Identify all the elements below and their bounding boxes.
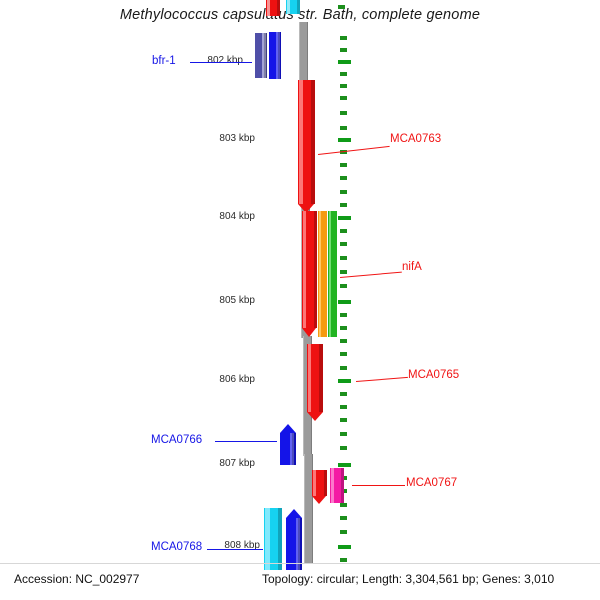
leader-line-MCA0768 [207, 549, 263, 550]
ruler-tick-minor [340, 503, 347, 507]
ruler-tick-major [338, 216, 351, 220]
gene-label-MCA0763[interactable]: MCA0763 [390, 133, 442, 145]
gene-feature-orange-nif-cluster[interactable] [318, 211, 327, 337]
ruler-tick-major [338, 138, 351, 142]
ruler-tick-minor [340, 405, 347, 409]
ruler-tick-minor [340, 163, 347, 167]
ruler-tick-minor [340, 326, 347, 330]
leader-line-MCA0767 [352, 485, 405, 486]
ruler-tick-minor [340, 516, 347, 520]
ruler-tick-minor [340, 418, 347, 422]
gene-feature-MCA0768[interactable] [264, 508, 282, 570]
ruler-tick-minor [340, 190, 347, 194]
ruler-tick-minor [340, 530, 347, 534]
leader-line-nifA [340, 271, 402, 278]
footer-divider [0, 563, 600, 564]
ruler-label-806: 806 kbp [219, 374, 255, 385]
ruler-tick-minor [340, 352, 347, 356]
ruler-tick-minor [340, 36, 347, 40]
ruler-label-803: 803 kbp [219, 133, 255, 144]
gene-feature-MCA0766[interactable] [280, 433, 296, 465]
gene-arrowhead-MCA0763 [298, 204, 314, 213]
gene-feature-blue-808[interactable] [286, 518, 302, 570]
ruler-tick-minor [340, 203, 347, 207]
ruler-tick-minor [340, 432, 347, 436]
ruler-tick-minor [340, 48, 347, 52]
leader-line-MCA0766 [215, 441, 277, 442]
ruler-tick-minor [340, 72, 347, 76]
ruler-label-802: 802 kbp [207, 55, 243, 66]
leader-line-MCA0763 [318, 145, 390, 155]
gene-arrowhead-blue-808 [286, 509, 302, 518]
ruler-tick-minor [340, 313, 347, 317]
ruler-tick-minor [340, 229, 347, 233]
gene-feature-red-807[interactable] [312, 470, 327, 496]
genome-backbone [299, 22, 308, 82]
gene-feature-nifA[interactable] [302, 211, 317, 328]
ruler-tick-minor [340, 270, 347, 274]
ruler-tick-major [338, 60, 351, 64]
ruler-tick-minor [340, 242, 347, 246]
ruler-tick-minor [340, 558, 347, 562]
ruler-tick-minor [338, 5, 345, 9]
ruler-tick-minor [340, 256, 347, 260]
ruler-tick-major [338, 300, 351, 304]
gene-feature-green-nif-cluster[interactable] [328, 211, 337, 337]
gene-feature-MCA0763[interactable] [298, 80, 315, 204]
gene-arrowhead-MCA0766 [280, 424, 296, 433]
ruler-label-804: 804 kbp [219, 211, 255, 222]
ruler-tick-minor [340, 126, 347, 130]
ruler-tick-minor [340, 176, 347, 180]
genome-backbone [304, 454, 313, 564]
ruler-label-808: 808 kbp [224, 540, 260, 551]
gene-feature-MCA0765[interactable] [307, 344, 323, 412]
gene-label-MCA0766[interactable]: MCA0766 [151, 434, 203, 446]
leader-line-bfr-1 [190, 62, 252, 63]
gene-label-MCA0768[interactable]: MCA0768 [151, 541, 203, 553]
gene-label-MCA0767[interactable]: MCA0767 [406, 477, 458, 489]
gene-feature-blue-802[interactable] [269, 32, 281, 79]
leader-line-MCA0765 [356, 376, 408, 382]
page-title: Methylococcus capsulatus str. Bath, comp… [119, 7, 481, 23]
ruler-tick-minor [340, 84, 347, 88]
ruler-label-807: 807 kbp [219, 458, 255, 469]
ruler-tick-minor [340, 284, 347, 288]
ruler-tick-minor [340, 366, 347, 370]
ruler-label-805: 805 kbp [219, 295, 255, 306]
gene-label-bfr-1[interactable]: bfr-1 [152, 55, 176, 67]
ruler-tick-minor [340, 111, 347, 115]
gene-label-nifA[interactable]: nifA [402, 261, 422, 273]
gene-feature-bfr-1[interactable] [255, 33, 267, 78]
gene-arrowhead-nifA [302, 328, 316, 337]
ruler-tick-major [338, 545, 351, 549]
gene-label-MCA0765[interactable]: MCA0765 [408, 369, 460, 381]
ruler-tick-minor [340, 150, 347, 154]
footer-accession: Accession: NC_002977 [14, 572, 140, 586]
ruler-tick-major [338, 379, 351, 383]
ruler-tick-minor [340, 392, 347, 396]
gene-arrowhead-MCA0765 [307, 412, 323, 421]
ruler-tick-minor [340, 96, 347, 100]
footer-topology: Topology: circular; Length: 3,304,561 bp… [262, 572, 555, 586]
gene-feature-MCA0767[interactable] [330, 468, 344, 503]
gene-arrowhead-red-807 [312, 496, 326, 504]
gene-feature-partial-red-top[interactable] [266, 0, 280, 16]
ruler-tick-minor [340, 446, 347, 450]
ruler-tick-major [338, 463, 351, 467]
ruler-tick-minor [340, 339, 347, 343]
gene-feature-partial-cyan-top[interactable] [286, 0, 300, 14]
